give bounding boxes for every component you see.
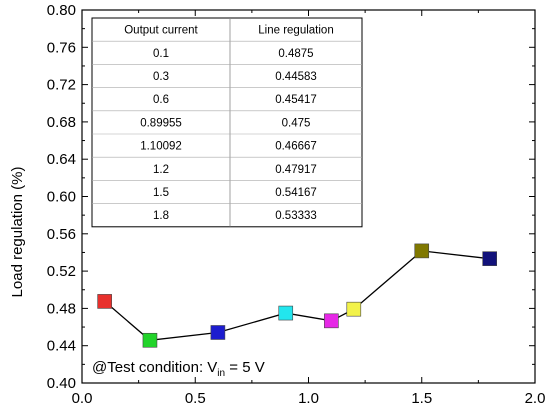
x-tick-label: 0.0	[72, 390, 93, 407]
test-condition-annotation: @Test condition: Vin = 5 V	[92, 359, 265, 379]
y-tick-label: 0.60	[47, 189, 76, 206]
table-cell: 0.53333	[275, 210, 317, 222]
data-point	[482, 251, 498, 266]
annotation-suffix: = 5 V	[225, 359, 265, 376]
table-cell: 0.54167	[275, 187, 317, 199]
table-cell: 0.6	[153, 94, 169, 106]
y-tick-label: 0.72	[47, 77, 76, 94]
table-cell: 0.47917	[275, 164, 317, 176]
data-table: Output current Line regulation 0.1 0.4875 0.…	[91, 17, 363, 228]
x-tick-label: 2.0	[525, 390, 546, 407]
y-tick-label: 0.52	[47, 263, 76, 280]
table-cell: 1.2	[153, 164, 169, 176]
table-cell: 0.44583	[275, 71, 317, 83]
x-tick-label: 0.5	[185, 390, 206, 407]
data-point	[346, 301, 362, 317]
data-point	[414, 243, 430, 259]
table-header: Output current	[124, 25, 198, 37]
table-cell: 0.45417	[275, 94, 317, 106]
table-cell: 0.3	[153, 71, 169, 83]
data-point	[324, 313, 339, 329]
annotation-prefix: @Test condition: V	[92, 359, 217, 376]
y-tick-label: 0.44	[47, 338, 76, 355]
table-cell: 0.46667	[275, 141, 317, 153]
data-point	[210, 325, 226, 340]
data-point	[97, 294, 112, 309]
y-axis-title: Load regulation (%)	[9, 167, 26, 298]
y-tick-label: 0.80	[47, 2, 76, 19]
table-cell: 1.8	[153, 210, 169, 222]
data-point	[142, 332, 158, 348]
annotation-subscript: in	[217, 368, 225, 379]
table-header: Line regulation	[258, 25, 333, 37]
table-cell: 1.10092	[140, 141, 182, 153]
table-frame	[91, 17, 363, 228]
plot-area: 0.40 0.44 0.48 0.52 0.56 0.60 0.64 0.68 0.72 0.76…	[47, 2, 546, 407]
data-point	[278, 305, 294, 321]
x-tick-label: 1.5	[411, 390, 432, 407]
x-tick-label: 1.0	[298, 390, 319, 407]
table-cell: 0.475	[282, 117, 311, 129]
table-cell: 0.4875	[278, 48, 313, 60]
y-tick-label: 0.56	[47, 226, 76, 243]
table-cell: 0.89955	[140, 117, 182, 129]
table-cell: 0.1	[153, 48, 169, 60]
y-tick-label: 0.48	[47, 300, 76, 317]
y-tick-label: 0.76	[47, 39, 76, 56]
y-tick-label: 0.64	[47, 151, 76, 168]
y-tick-label: 0.40	[47, 375, 76, 392]
table-cell: 1.5	[153, 187, 169, 199]
series-line	[104, 250, 490, 341]
y-tick-label: 0.68	[47, 114, 76, 131]
